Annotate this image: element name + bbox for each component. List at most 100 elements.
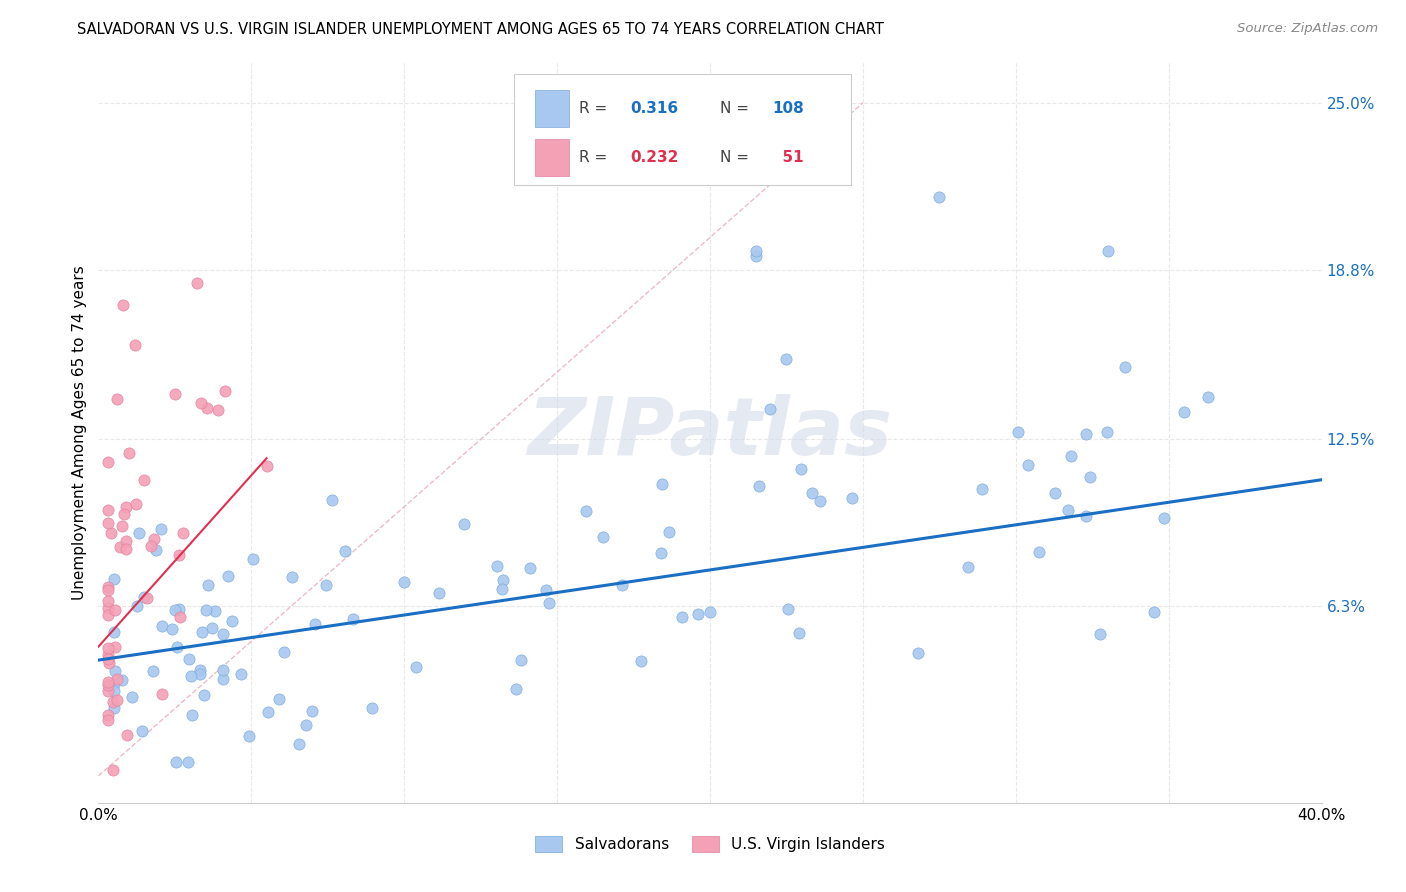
Point — [114, 507, 136, 521]
Point — [273, 644, 295, 658]
Point — [114, 542, 136, 557]
Point — [304, 617, 326, 632]
Point — [103, 700, 125, 714]
Point — [214, 384, 236, 398]
Point — [1153, 511, 1175, 525]
Point — [166, 640, 188, 655]
Point — [186, 277, 208, 291]
Point — [145, 542, 167, 557]
Point — [1056, 503, 1078, 517]
Point — [745, 244, 768, 258]
FancyBboxPatch shape — [536, 138, 569, 176]
Point — [100, 525, 122, 540]
Point — [149, 523, 172, 537]
Point — [181, 708, 204, 723]
Point — [256, 705, 278, 719]
Point — [124, 338, 146, 352]
Point — [1076, 426, 1098, 441]
Point — [104, 640, 127, 655]
Point — [180, 669, 202, 683]
Point — [103, 572, 125, 586]
Y-axis label: Unemployment Among Ages 65 to 74 years: Unemployment Among Ages 65 to 74 years — [72, 265, 87, 600]
Point — [1017, 458, 1039, 472]
Point — [610, 578, 633, 592]
Point — [121, 690, 143, 705]
Point — [115, 728, 138, 742]
Point — [394, 574, 416, 589]
Point — [453, 516, 475, 531]
Point — [267, 691, 290, 706]
Point — [212, 627, 235, 641]
Point — [789, 461, 811, 475]
Point — [141, 539, 163, 553]
Point — [537, 596, 560, 610]
Point — [118, 446, 141, 460]
Point — [650, 545, 672, 559]
Point — [1173, 405, 1195, 419]
Text: 0.232: 0.232 — [630, 150, 679, 164]
Point — [165, 756, 187, 770]
Point — [592, 530, 614, 544]
Legend: Salvadorans, U.S. Virgin Islanders: Salvadorans, U.S. Virgin Islanders — [529, 830, 891, 858]
Point — [221, 614, 243, 628]
Text: 0.316: 0.316 — [630, 101, 679, 116]
Point — [105, 392, 128, 406]
Point — [427, 586, 450, 600]
Point — [957, 560, 980, 574]
Point — [321, 493, 343, 508]
Point — [218, 568, 240, 582]
Point — [111, 518, 134, 533]
Point — [212, 663, 235, 677]
Point — [150, 688, 173, 702]
Point — [505, 682, 527, 697]
Point — [104, 664, 127, 678]
Point — [172, 526, 194, 541]
Point — [97, 684, 120, 698]
Point — [1059, 449, 1081, 463]
Point — [97, 516, 120, 531]
Point — [688, 607, 710, 622]
Point — [972, 482, 994, 496]
Point — [103, 625, 125, 640]
Point — [107, 673, 129, 687]
Point — [132, 590, 155, 604]
Point — [1078, 470, 1101, 484]
FancyBboxPatch shape — [515, 73, 851, 185]
Point — [115, 534, 138, 549]
Point — [169, 610, 191, 624]
Point — [190, 396, 212, 410]
Text: ZIPatlas: ZIPatlas — [527, 393, 893, 472]
Point — [658, 525, 681, 540]
Point — [907, 647, 929, 661]
Point — [207, 403, 229, 417]
Point — [97, 707, 120, 722]
Point — [165, 386, 187, 401]
Point — [1197, 390, 1219, 404]
Point — [97, 582, 120, 597]
Point — [163, 603, 186, 617]
Text: N =: N = — [720, 150, 754, 164]
Point — [128, 525, 150, 540]
Point — [238, 729, 260, 743]
Point — [510, 653, 533, 667]
Point — [671, 610, 693, 624]
Point — [288, 737, 311, 751]
Point — [651, 477, 673, 491]
Point — [97, 607, 120, 622]
Point — [204, 604, 226, 618]
Point — [97, 640, 120, 655]
Point — [1045, 486, 1067, 500]
Point — [167, 602, 190, 616]
Point — [142, 532, 165, 546]
Point — [928, 190, 950, 204]
Point — [134, 473, 156, 487]
Point — [135, 591, 157, 605]
Point — [1076, 508, 1098, 523]
Point — [195, 401, 218, 415]
Point — [103, 683, 125, 698]
Point — [280, 570, 302, 584]
Point — [111, 298, 134, 312]
Point — [97, 580, 120, 594]
Point — [105, 693, 128, 707]
Text: R =: R = — [579, 101, 612, 116]
